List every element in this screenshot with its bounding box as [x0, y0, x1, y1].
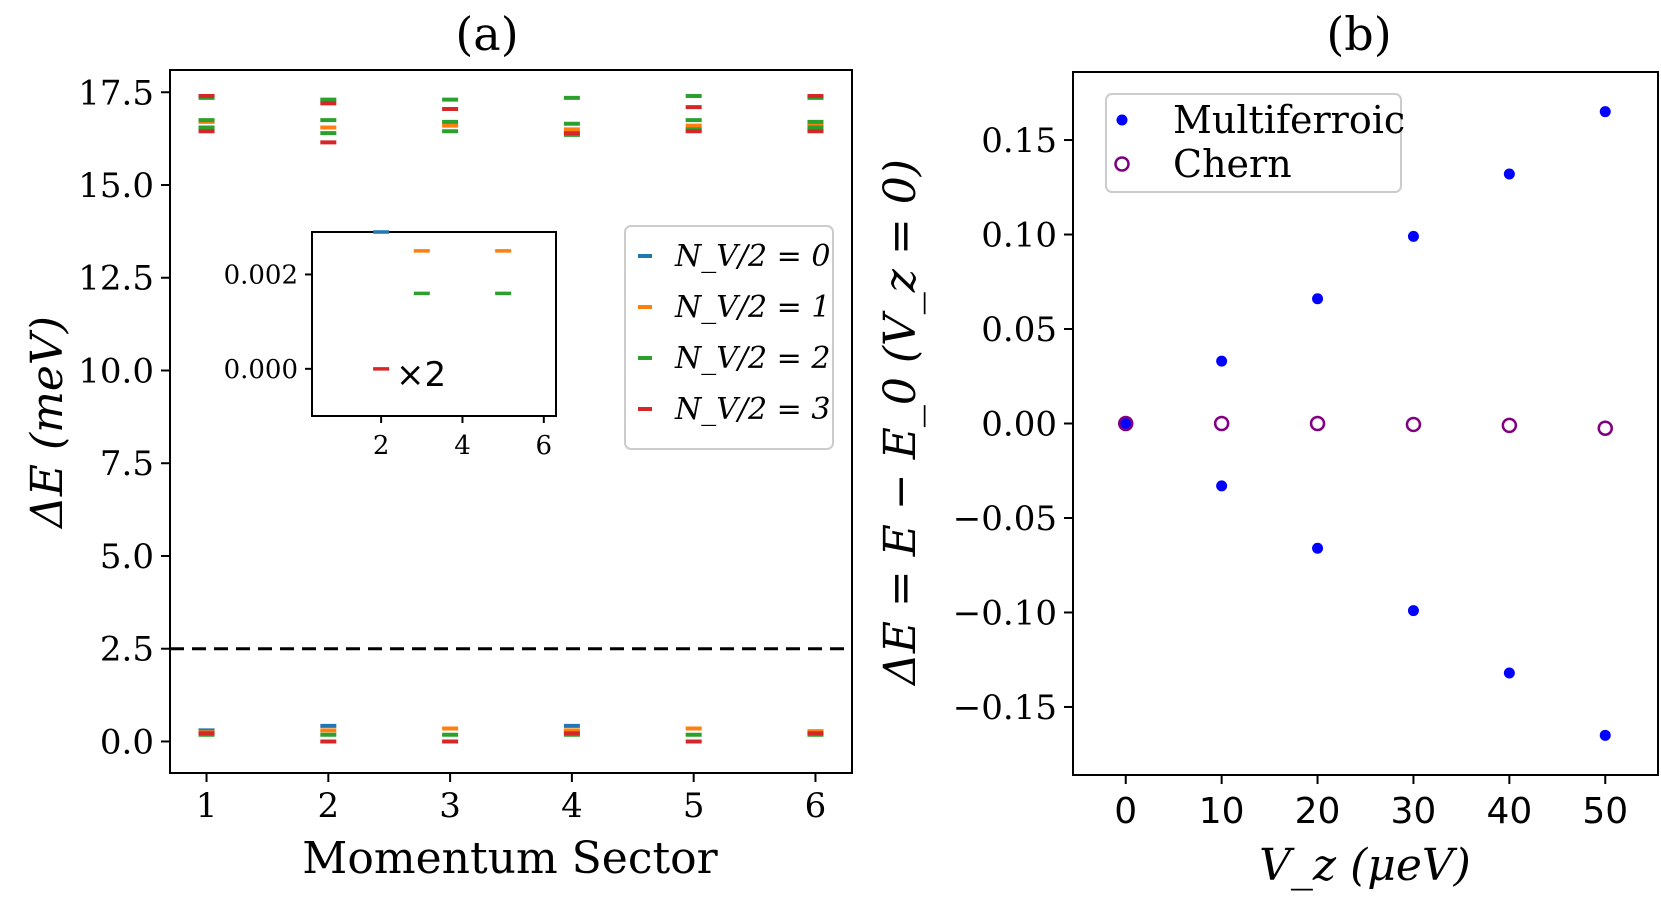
inset-x-tick-label: 2	[373, 431, 390, 461]
legend-b-marker	[1114, 156, 1130, 172]
chern-point	[1117, 415, 1134, 432]
multiferroic-point	[1312, 542, 1324, 554]
x-tick-label-b: 10	[1199, 791, 1245, 832]
y-tick-label-a: 12.5	[78, 259, 154, 299]
panel-a-label: (a)	[455, 7, 518, 61]
x-tick-label-a: 6	[805, 786, 827, 826]
y-axis-label-a: ΔE (meV)	[22, 316, 73, 530]
chern-point	[1309, 415, 1326, 432]
x-tick-label-a: 5	[683, 786, 705, 826]
x-tick-label-a: 4	[561, 786, 583, 826]
inset-plot: 2 4 6 0.000 0.002 ×2	[224, 230, 557, 461]
y-tick-label-a: 2.5	[100, 630, 154, 670]
x-tick-label-a: 3	[439, 786, 461, 826]
y-tick-label-a: 7.5	[100, 444, 154, 484]
y-tick-label-a: 15.0	[78, 166, 154, 206]
x-tick-label-b: 20	[1295, 791, 1341, 832]
y-tick-label-b: 0.10	[981, 216, 1057, 256]
panel-a: (a) 1 2 3 4 5 6 0.0 2.5 5.0 7.5 10.0 12.5 15.0 17.5 M…	[22, 7, 853, 884]
y-axis-label-b: ΔE = E − E_0 (V_z = 0)	[875, 159, 926, 687]
chern-point	[1597, 420, 1614, 436]
chern-point	[1501, 417, 1518, 434]
y-tick-label-a: 10.0	[78, 351, 154, 391]
y-tick-label-b: −0.15	[953, 688, 1057, 728]
plot-a-ticks: 1 2 3 4 5 6 0.0 2.5 5.0 7.5 10.0 12.5 15.0 17.5	[78, 73, 826, 826]
plot-b-marks	[1117, 106, 1614, 741]
inset-frame	[311, 231, 557, 417]
chern-point	[1405, 416, 1422, 433]
multiferroic-point	[1599, 729, 1611, 741]
legend-b-marker	[1116, 114, 1128, 126]
legend-b-box	[1105, 93, 1402, 193]
inset-marks	[373, 230, 512, 371]
multiferroic-point	[1407, 605, 1419, 617]
multiferroic-point	[1216, 480, 1228, 492]
plot-b-ticks: 0 10 20 30 40 50 −0.15 −0.10 −0.05 0.00 0.05 0.10 0.…	[953, 121, 1628, 832]
inset-x-tick-label: 4	[454, 431, 471, 461]
x-axis-label-b: V_z (μeV)	[1259, 840, 1471, 891]
legend-a-label: N_V/2 = 1	[674, 290, 830, 325]
y-tick-label-a: 0.0	[100, 722, 154, 762]
legend-a-box	[624, 225, 834, 450]
multiferroic-point	[1503, 168, 1515, 180]
multiferroic-point	[1120, 418, 1132, 429]
multiferroic-point	[1312, 293, 1324, 305]
x-tick-label-b: 0	[1114, 791, 1137, 832]
y-tick-label-b: −0.10	[953, 593, 1057, 633]
inset-y-tick-label: 0.002	[224, 260, 298, 290]
legend-a: N_V/2 = 0 N_V/2 = 1 N_V/2 = 2 N_V/2 = 3	[624, 225, 834, 450]
inset-x-tick-label: 6	[536, 431, 553, 461]
inset-y-tick-label: 0.000	[224, 355, 298, 385]
inset-ticks: 2 4 6 0.000 0.002	[224, 260, 553, 461]
multiferroic-point	[1407, 230, 1419, 242]
y-tick-label-b: 0.15	[981, 121, 1057, 161]
x-tick-label-b: 50	[1582, 791, 1628, 832]
legend-a-label: N_V/2 = 2	[674, 341, 830, 376]
legend-a-label: N_V/2 = 3	[674, 392, 830, 427]
y-tick-label-b: 0.05	[981, 310, 1057, 350]
x-tick-label-b: 30	[1391, 791, 1437, 832]
plot-a-frame	[169, 69, 853, 774]
legend-a-items: N_V/2 = 0 N_V/2 = 1 N_V/2 = 2 N_V/2 = 3	[638, 239, 830, 427]
y-tick-label-a: 17.5	[78, 73, 154, 113]
x-tick-label-a: 1	[196, 786, 218, 826]
legend-b-label: Chern	[1173, 142, 1292, 186]
x-axis-label-a: Momentum Sector	[302, 833, 718, 884]
chern-point	[1213, 415, 1230, 432]
x-tick-label-a: 2	[318, 786, 340, 826]
panel-b: (b) 0 10 20 30 40 50 −0.15 −0.10 −0.05 0.00 0.05 0.…	[875, 7, 1659, 891]
x-tick-label-b: 40	[1486, 791, 1532, 832]
multiferroic-point	[1503, 667, 1515, 679]
panel-b-label: (b)	[1326, 7, 1391, 61]
y-tick-label-b: −0.05	[953, 499, 1057, 539]
inset-annotation: ×2	[396, 355, 446, 395]
multiferroic-point	[1599, 106, 1611, 118]
plot-a-marks	[198, 93, 824, 744]
multiferroic-point	[1216, 355, 1228, 367]
y-tick-label-a: 5.0	[100, 537, 154, 577]
y-tick-label-b: 0.00	[981, 405, 1057, 445]
legend-b-label: Multiferroic	[1173, 98, 1405, 142]
legend-a-label: N_V/2 = 0	[674, 239, 830, 274]
